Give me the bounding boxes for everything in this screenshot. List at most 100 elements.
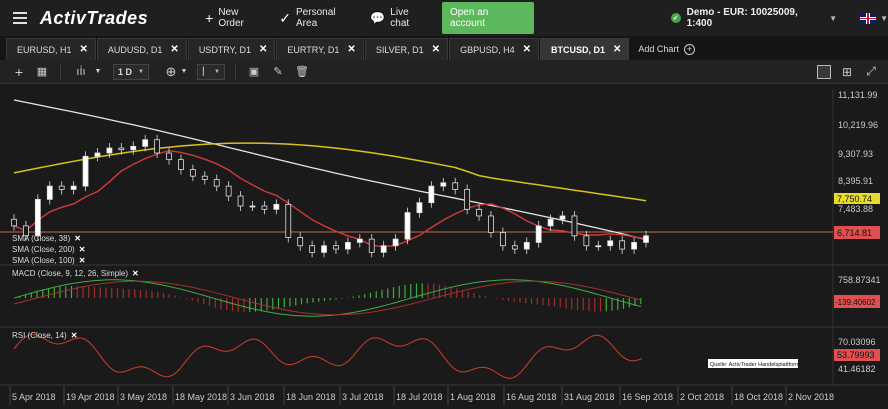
rsi-line: [13, 333, 643, 379]
new-order-button[interactable]: + New Order: [205, 7, 266, 29]
macd-layer: [13, 279, 642, 317]
close-icon[interactable]: ✕: [74, 234, 81, 243]
toolbar-divider: [60, 63, 61, 80]
chart-tabs: EURUSD, H1 ✕ AUDUSD, D1 ✕ USDTRY, D1 ✕ E…: [0, 36, 888, 60]
add-chart-label: Add Chart: [638, 44, 679, 54]
tab-usdtry[interactable]: USDTRY, D1 ✕: [187, 38, 276, 60]
toolbar-divider: [235, 63, 236, 80]
price-level: 9,307.93: [838, 149, 873, 159]
candle-body: [428, 185, 435, 204]
personal-area-button[interactable]: ✓ Personal Area: [279, 7, 358, 29]
candle-body: [416, 202, 423, 214]
candle-body: [11, 218, 17, 227]
single-layout-icon[interactable]: [817, 64, 831, 79]
current-price: 6,714.81: [837, 228, 872, 238]
close-icon[interactable]: ✕: [522, 44, 531, 55]
tab-btcusd[interactable]: BTCUSD, D1 ✕: [539, 38, 630, 60]
source-watermark-bg: [708, 359, 798, 368]
x-axis-date: 18 Jun 2018: [286, 392, 336, 402]
candle-body: [511, 245, 518, 250]
price-level: 10,219.96: [838, 120, 878, 130]
tab-label: AUDUSD, D1: [107, 44, 163, 55]
x-axis-date: 19 Apr 2018: [66, 392, 115, 402]
close-icon[interactable]: ✕: [347, 44, 356, 55]
logo: ActivTrades: [39, 7, 149, 28]
candle-body: [571, 215, 578, 237]
add-chart-button[interactable]: Add Chart +: [630, 38, 703, 60]
close-icon[interactable]: ✕: [70, 331, 78, 340]
tab-eurusd[interactable]: EURUSD, H1 ✕: [6, 38, 96, 60]
tab-audusd[interactable]: AUDUSD, D1 ✕: [96, 38, 187, 60]
candle-body: [285, 203, 292, 238]
crosshair-icon[interactable]: +: [14, 63, 24, 80]
new-order-label: New Order: [218, 7, 244, 29]
x-axis-date: 16 Aug 2018: [506, 392, 557, 402]
macd-signal-line: [13, 280, 641, 316]
candle-body: [34, 198, 41, 237]
expand-icon[interactable]: ⤢: [866, 64, 876, 78]
candle-body: [70, 185, 77, 190]
close-icon[interactable]: ✕: [259, 44, 268, 55]
price-chart[interactable]: 11,131.99 10,219.96 9,307.93 8,395.91 7,…: [0, 85, 888, 409]
chevron-down-icon[interactable]: ▼: [94, 68, 102, 75]
trash-icon[interactable]: 🗑: [295, 66, 309, 78]
sma100-line: [13, 99, 647, 241]
hamburger-icon[interactable]: [13, 12, 27, 24]
line-tool-icon: |: [202, 66, 205, 77]
add-circle-icon[interactable]: ⊕: [165, 63, 177, 79]
source-watermark: Quelle: ActivTrader Handelsplattform: [710, 362, 800, 368]
candle-body: [380, 245, 387, 253]
candle-body: [46, 185, 53, 200]
timeframe-select[interactable]: 1 D ▼: [113, 63, 149, 80]
macd-value-tag: [834, 295, 880, 308]
open-account-button[interactable]: Open an account: [441, 2, 534, 34]
close-icon[interactable]: ✕: [132, 269, 139, 278]
rsi-level: 41.46182: [838, 364, 876, 374]
candle-body: [273, 203, 280, 210]
line-tool-select[interactable]: | ▼: [197, 63, 225, 80]
macd-level: -139.40602: [835, 298, 876, 307]
candle-body: [607, 240, 614, 247]
close-icon[interactable]: ✕: [612, 44, 622, 55]
language-selector[interactable]: ▼: [860, 12, 888, 24]
indicator-label: RSI (Close, 14): [12, 331, 67, 340]
price-level: 8,395.91: [838, 176, 873, 186]
tab-gbpusd[interactable]: GBPUSD, H4 ✕: [449, 38, 539, 60]
camera-icon[interactable]: ▣: [248, 66, 260, 78]
pencil-icon[interactable]: ✎: [273, 66, 283, 78]
live-chat-button[interactable]: 💬 Live chat: [370, 7, 430, 29]
sma200-legend: SMA (Close, 200) ✕: [12, 245, 85, 254]
candle-body: [535, 225, 542, 243]
close-icon[interactable]: ✕: [78, 245, 86, 254]
x-axis-date: 18 Oct 2018: [734, 392, 783, 402]
four-layout-icon[interactable]: ⊞: [841, 64, 853, 79]
plus-icon: +: [205, 10, 214, 26]
close-icon[interactable]: ✕: [170, 44, 179, 55]
tab-silver[interactable]: SILVER, D1 ✕: [364, 38, 449, 60]
x-axis-date: 18 May 2018: [175, 392, 227, 402]
candle-body: [213, 179, 220, 187]
chart-area[interactable]: 11,131.99 10,219.96 9,307.93 8,395.91 7,…: [0, 85, 888, 409]
indicator-label: SMA (Close, 38): [12, 234, 71, 243]
macd-legend: MACD (Close, 9, 12, 26, Simple) ✕: [12, 269, 139, 278]
chevron-down-icon[interactable]: ▼: [180, 68, 188, 75]
tab-eurtry[interactable]: EURTRY, D1 ✕: [276, 38, 364, 60]
candle-body: [23, 225, 29, 237]
x-axis-date: 1 Aug 2018: [450, 392, 496, 402]
x-axis-date: 31 Aug 2018: [564, 392, 615, 402]
timeframe-value: 1 D: [118, 66, 133, 77]
close-icon[interactable]: ✕: [431, 44, 441, 55]
candle-body: [201, 175, 208, 180]
candle-body: [309, 245, 316, 253]
account-selector[interactable]: ✓ Demo - EUR: 10025009, 1:400 ▼: [670, 7, 837, 29]
grid-icon[interactable]: ▦: [36, 66, 48, 78]
personal-area-label: Personal Area: [296, 7, 336, 29]
candle-body: [249, 205, 256, 208]
close-icon[interactable]: ✕: [79, 44, 88, 55]
main-chart-layer: [0, 99, 833, 258]
candlestick-icon[interactable]: ıİı: [76, 65, 86, 78]
close-icon[interactable]: ✕: [78, 256, 86, 265]
rsi-level: 53.79993: [837, 350, 875, 360]
sma38-legend: SMA (Close, 38) ✕: [12, 234, 81, 243]
sma200-line: [13, 142, 647, 202]
